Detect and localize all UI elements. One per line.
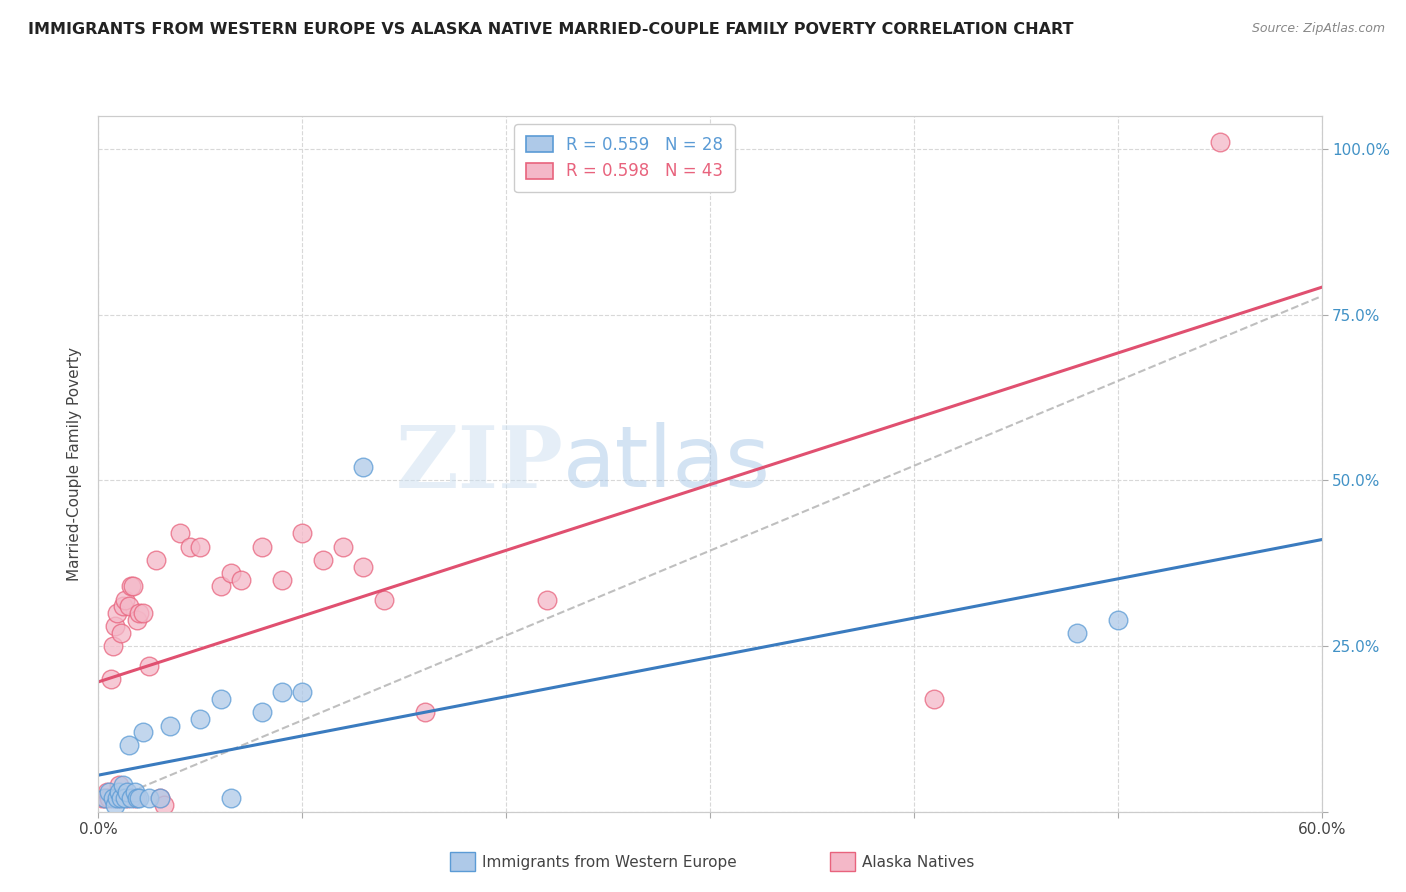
Point [138,791,160,805]
Point [97,785,120,799]
Point [332,540,354,554]
Point [270,573,294,587]
Point [250,706,273,720]
Point [105,791,128,805]
Text: ZIP: ZIP [395,422,564,506]
Point [91,791,114,805]
Point [104,791,127,805]
Point [124,791,146,805]
Point [159,718,181,732]
Point [152,798,174,813]
Point [231,573,253,587]
Point [128,606,150,620]
Text: atlas: atlas [564,422,772,506]
Point [128,791,150,805]
Point [120,579,142,593]
Point [100,672,122,686]
Point [209,579,232,593]
Point [115,791,138,805]
Point [291,526,314,541]
Text: Immigrants from Western Europe: Immigrants from Western Europe [482,855,737,870]
Point [101,639,124,653]
Text: Source: ZipAtlas.com: Source: ZipAtlas.com [1251,22,1385,36]
Point [219,566,242,581]
Point [250,540,273,554]
Point [270,685,294,699]
Point [127,613,149,627]
Point [132,725,155,739]
Point [111,778,134,792]
Point [124,785,146,799]
Point [149,791,172,805]
Point [352,559,374,574]
Point [122,579,145,593]
Point [110,791,132,805]
Point [149,791,172,805]
Point [115,785,138,799]
Point [97,791,120,805]
Text: IMMIGRANTS FROM WESTERN EUROPE VS ALASKA NATIVE MARRIED-COUPLE FAMILY POVERTY CO: IMMIGRANTS FROM WESTERN EUROPE VS ALASKA… [28,22,1074,37]
Y-axis label: Married-Couple Family Poverty: Married-Couple Family Poverty [67,347,83,581]
Point [169,526,191,541]
Point [219,791,242,805]
Point [1107,613,1129,627]
Point [114,592,136,607]
Point [108,791,131,805]
Point [104,619,127,633]
Point [188,712,212,726]
Point [1066,625,1088,640]
Point [93,791,115,805]
Point [352,460,374,475]
Point [127,791,149,805]
Point [104,798,127,813]
Point [413,706,436,720]
Point [209,692,232,706]
Point [118,599,141,614]
Point [96,785,118,799]
Text: Alaska Natives: Alaska Natives [862,855,974,870]
Point [179,540,201,554]
Point [145,553,167,567]
Point [108,778,131,792]
Point [114,791,136,805]
Point [291,685,314,699]
Point [1209,136,1232,150]
Point [101,791,124,805]
Point [922,692,945,706]
Point [188,540,212,554]
Point [110,625,132,640]
Legend: R = 0.559   N = 28, R = 0.598   N = 43: R = 0.559 N = 28, R = 0.598 N = 43 [515,124,734,192]
Point [312,553,335,567]
Point [138,659,160,673]
Point [132,606,155,620]
Point [120,791,142,805]
Point [105,606,128,620]
Point [111,599,134,614]
Point [118,739,141,753]
Point [373,592,395,607]
Point [536,592,558,607]
Point [108,785,131,799]
Point [93,791,115,805]
